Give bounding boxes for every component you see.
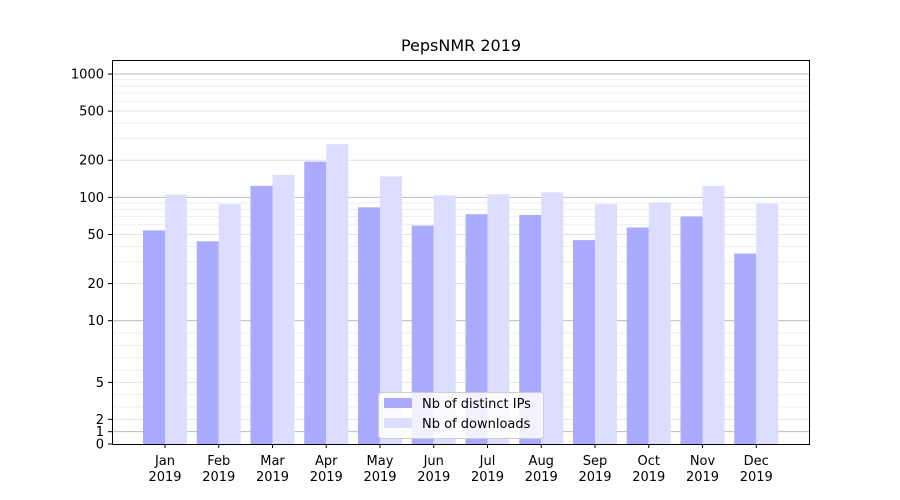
bar-downloads [487, 194, 510, 444]
bar-distinct-ips [465, 214, 488, 444]
bar-downloads [648, 202, 671, 444]
y-tick-label: 50 [87, 228, 104, 243]
y-tick-label: 10 [87, 314, 104, 329]
bar-distinct-ips [143, 230, 165, 444]
bars [143, 144, 779, 444]
y-tick-label: 100 [79, 191, 104, 206]
bar-downloads [218, 204, 241, 444]
x-tick-label-month: Jul [479, 454, 496, 469]
y-tick-label: 200 [79, 154, 104, 169]
legend-swatch [384, 398, 412, 408]
bar-distinct-ips [250, 185, 273, 444]
x-tick-label-month: Dec [744, 454, 769, 469]
bar-downloads [165, 194, 187, 444]
legend: Nb of distinct IPs Nb of downloads [378, 392, 544, 439]
x-tick-label-year: 2019 [148, 470, 181, 485]
bar-downloads [702, 185, 725, 444]
y-tick-label: 2 [96, 413, 104, 428]
x-tick-label-year: 2019 [632, 470, 665, 485]
x-tick-label-month: Oct [638, 454, 660, 469]
x-tick-label-month: Jun [423, 454, 444, 469]
bar-downloads [380, 176, 402, 444]
y-tick-label: 500 [79, 105, 104, 120]
x-tick-label-year: 2019 [202, 470, 235, 485]
bar-distinct-ips [680, 216, 703, 444]
x-tick-label-month: Feb [207, 454, 230, 469]
x-tick-label-month: Jan [154, 454, 175, 469]
bar-distinct-ips [734, 253, 757, 444]
bar-distinct-ips [196, 241, 219, 444]
bar-downloads [595, 204, 617, 444]
bar-downloads [433, 195, 456, 444]
bar-downloads [272, 174, 295, 444]
legend-swatch [384, 418, 412, 428]
x-tick-label-year: 2019 [310, 470, 343, 485]
bar-distinct-ips [358, 207, 380, 444]
y-axis: 012 5 10 20 50 100 200 500 1000 [71, 68, 112, 453]
bar-downloads [756, 203, 779, 444]
bar-distinct-ips [626, 227, 649, 444]
y-tick-label: 5 [96, 376, 104, 391]
bar-distinct-ips [573, 240, 595, 444]
x-tick-label-month: May [367, 454, 394, 469]
bar-distinct-ips [411, 225, 434, 444]
legend-label: Nb of downloads [422, 417, 531, 432]
x-tick-label-year: 2019 [471, 470, 504, 485]
x-tick-label-month: Sep [583, 454, 608, 469]
x-tick-label-month: Nov [690, 454, 716, 469]
y-tick-label: 0 [96, 438, 104, 453]
x-tick-label-month: Apr [315, 454, 338, 469]
x-tick-label-month: Mar [260, 454, 285, 469]
x-tick-label-month: Aug [529, 454, 554, 469]
x-tick-label-year: 2019 [256, 470, 289, 485]
bar-downloads [326, 144, 349, 444]
chart-title: PepsNMR 2019 [401, 36, 521, 55]
bar-distinct-ips [304, 161, 327, 444]
legend-label: Nb of distinct IPs [422, 397, 531, 412]
x-tick-label-year: 2019 [363, 470, 396, 485]
y-tick-label: 1 [96, 425, 104, 440]
y-tick-label: 20 [87, 277, 104, 292]
plot-frame [112, 60, 810, 445]
x-tick-label-year: 2019 [578, 470, 611, 485]
bar-distinct-ips [519, 214, 542, 444]
x-tick-label-year: 2019 [417, 470, 450, 485]
x-axis: Jan2019Feb2019Mar2019Apr2019May2019Jun20… [148, 444, 773, 485]
x-tick-label-year: 2019 [525, 470, 558, 485]
x-tick-label-year: 2019 [686, 470, 719, 485]
x-tick-label-year: 2019 [740, 470, 773, 485]
y-tick-label: 1000 [71, 68, 104, 83]
legend-box [378, 392, 544, 439]
bar-downloads [541, 192, 564, 444]
